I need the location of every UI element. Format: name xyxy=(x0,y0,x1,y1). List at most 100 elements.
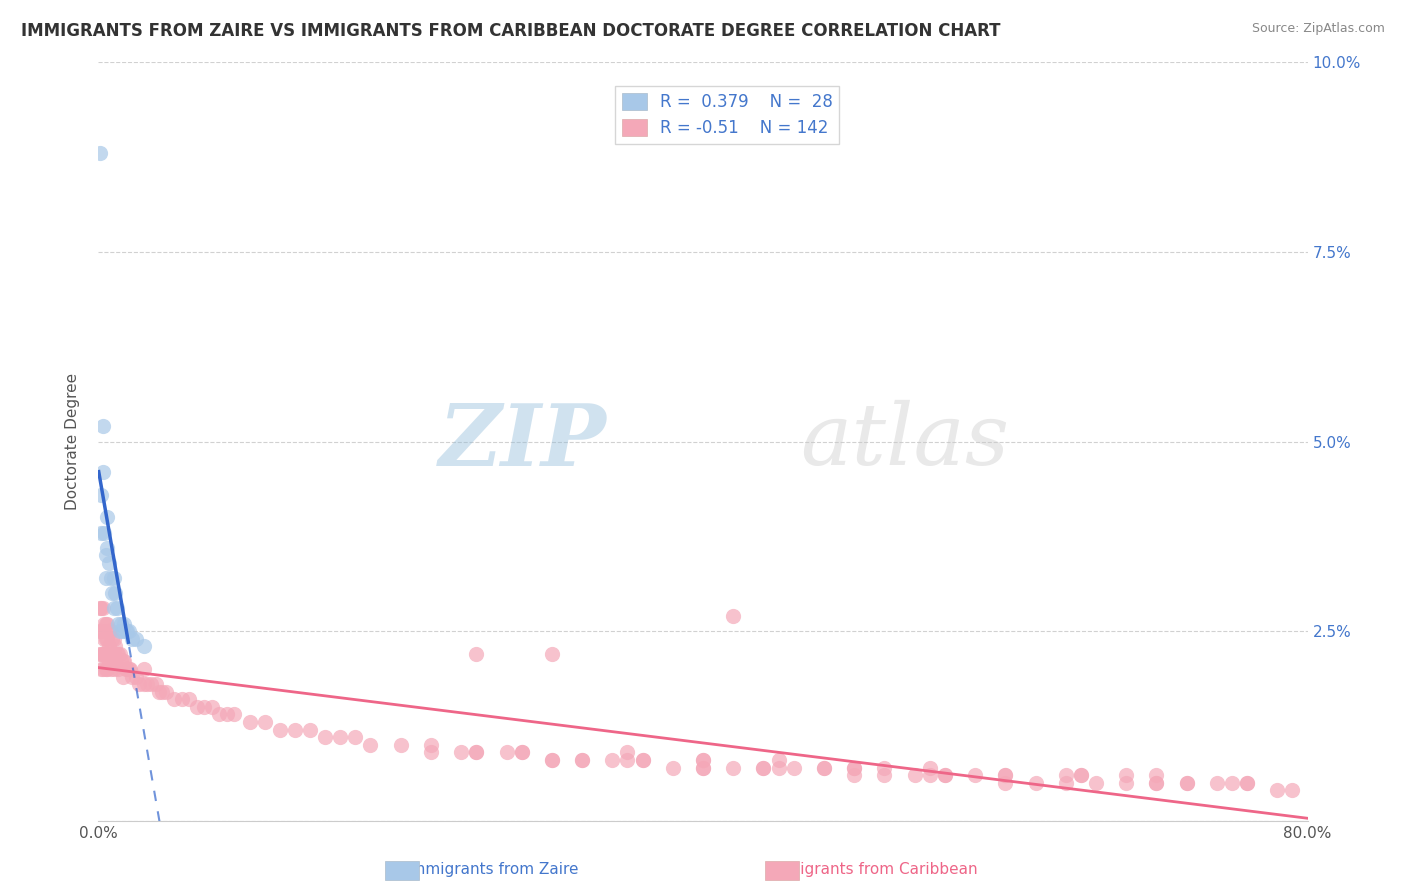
Point xyxy=(269,723,291,737)
Point xyxy=(284,723,307,737)
Point xyxy=(125,632,148,646)
Point xyxy=(118,624,141,639)
Point xyxy=(692,753,714,767)
Point xyxy=(314,730,336,744)
Point xyxy=(96,632,118,646)
Point xyxy=(813,760,835,774)
Point xyxy=(98,624,121,639)
Point xyxy=(89,624,111,639)
Point xyxy=(1144,768,1167,782)
Point xyxy=(101,647,124,661)
Point xyxy=(91,419,114,434)
Point xyxy=(98,655,121,669)
Point xyxy=(208,707,231,722)
Point xyxy=(110,655,132,669)
Point xyxy=(1267,783,1289,797)
Point xyxy=(723,609,745,624)
Point xyxy=(1085,776,1108,790)
Point xyxy=(170,692,193,706)
Text: Immigrants from Zaire: Immigrants from Zaire xyxy=(406,863,578,877)
Point xyxy=(100,571,122,585)
Point xyxy=(101,632,124,646)
Point xyxy=(90,624,112,639)
Point xyxy=(93,647,115,661)
Point xyxy=(299,723,322,737)
Y-axis label: Doctorate Degree: Doctorate Degree xyxy=(65,373,80,510)
Legend: R =  0.379    N =  28, R = -0.51    N = 142: R = 0.379 N = 28, R = -0.51 N = 142 xyxy=(614,86,839,144)
Point xyxy=(540,753,562,767)
Point xyxy=(163,692,186,706)
Point xyxy=(934,768,956,782)
Point xyxy=(768,753,790,767)
Point xyxy=(1070,768,1092,782)
Point xyxy=(105,647,128,661)
Point xyxy=(1236,776,1258,790)
Text: atlas: atlas xyxy=(800,401,1010,483)
Point xyxy=(94,632,117,646)
Point xyxy=(540,753,562,767)
Point xyxy=(1206,776,1229,790)
Point xyxy=(89,601,111,615)
Point xyxy=(253,715,276,730)
Point xyxy=(752,760,775,774)
Point xyxy=(110,616,132,631)
Point xyxy=(96,662,118,676)
Point xyxy=(179,692,201,706)
Point xyxy=(873,768,896,782)
Point xyxy=(661,760,683,774)
Point xyxy=(90,662,112,676)
Point xyxy=(108,624,131,639)
Point xyxy=(1054,776,1077,790)
Point xyxy=(91,624,114,639)
Point xyxy=(96,647,118,661)
Point xyxy=(510,746,533,760)
Point xyxy=(94,647,117,661)
Point xyxy=(1175,776,1198,790)
Point xyxy=(510,746,533,760)
Point xyxy=(135,677,157,691)
Point xyxy=(813,760,835,774)
Point xyxy=(121,632,143,646)
Point xyxy=(145,677,167,691)
Point xyxy=(128,677,150,691)
Point xyxy=(96,510,118,524)
Point xyxy=(104,639,127,653)
Point xyxy=(844,760,866,774)
Point xyxy=(420,746,443,760)
Point xyxy=(94,616,117,631)
Point xyxy=(105,601,128,615)
Point xyxy=(107,662,129,676)
Point xyxy=(934,768,956,782)
Point xyxy=(91,465,114,479)
Point xyxy=(103,571,125,585)
Point xyxy=(465,746,488,760)
Point xyxy=(965,768,987,782)
Point xyxy=(344,730,367,744)
Point xyxy=(844,760,866,774)
Point xyxy=(616,746,638,760)
Point xyxy=(141,677,163,691)
Point xyxy=(631,753,654,767)
Point xyxy=(783,760,806,774)
Point xyxy=(692,760,714,774)
Point xyxy=(420,738,443,752)
Point xyxy=(132,639,155,653)
Point xyxy=(904,768,927,782)
Point xyxy=(239,715,262,730)
Point xyxy=(329,730,352,744)
Point xyxy=(201,699,224,714)
Point xyxy=(93,616,115,631)
Point xyxy=(360,738,382,752)
Point xyxy=(918,768,941,782)
Point xyxy=(90,525,112,540)
Point xyxy=(107,647,129,661)
Point xyxy=(994,768,1017,782)
Point xyxy=(94,548,117,563)
Point xyxy=(1115,776,1137,790)
Point xyxy=(90,488,112,502)
Point xyxy=(98,556,121,570)
Point xyxy=(112,655,135,669)
Point xyxy=(540,647,562,661)
Point xyxy=(90,601,112,615)
Point xyxy=(103,662,125,676)
